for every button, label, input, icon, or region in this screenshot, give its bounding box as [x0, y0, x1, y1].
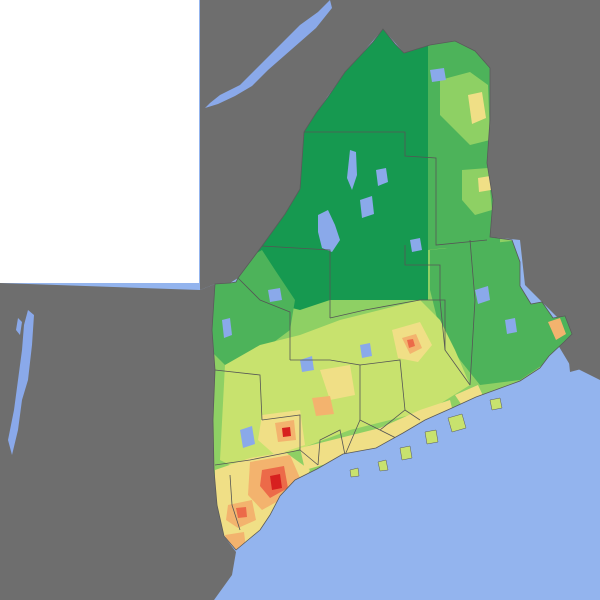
lake-sebago — [240, 426, 255, 448]
coastal-islands — [349, 397, 503, 478]
density-urban-bangor — [407, 339, 415, 348]
hancock-border — [439, 299, 446, 351]
moosehead-lake — [318, 210, 340, 252]
canada-quebec-area — [0, 0, 199, 283]
lake-downeast-2 — [505, 318, 517, 334]
lake-north-4 — [410, 238, 422, 252]
lake-west-small — [16, 318, 22, 335]
knox-border — [379, 409, 421, 431]
kennebec-border — [290, 359, 361, 420]
inland-lakes — [222, 68, 517, 448]
island-6 — [349, 467, 360, 478]
aroostook-border — [300, 131, 488, 246]
vinalhaven — [399, 445, 413, 461]
county-borders — [214, 131, 488, 531]
lake-downeast-1 — [475, 286, 490, 304]
piscataquis-border — [404, 245, 441, 300]
island-5 — [489, 397, 503, 411]
lake-rangeley — [268, 288, 282, 302]
density-urban-portland — [270, 474, 282, 490]
washington-border — [469, 239, 476, 386]
chesuncook-lake — [347, 150, 357, 190]
density-medium-aroostook-1 — [440, 72, 490, 145]
lake-central-1 — [360, 343, 372, 358]
nova-scotia-tip — [568, 340, 600, 372]
lake-north-2 — [360, 196, 374, 218]
mount-desert-island — [447, 413, 467, 433]
lake-champlain — [8, 310, 34, 455]
neighbor-land-north — [200, 0, 600, 380]
lake-north-3 — [430, 68, 446, 82]
density-urban-lewiston — [282, 427, 291, 437]
deer-isle — [424, 429, 439, 445]
androscoggin-border — [261, 414, 301, 450]
oxford-border — [214, 369, 263, 421]
neighbor-land-west — [0, 283, 236, 600]
york-border — [229, 474, 241, 531]
somerset-border — [261, 245, 331, 318]
st-lawrence-river — [205, 0, 332, 108]
density-very-low-north — [230, 29, 428, 310]
density-medium-high-presque-isle — [468, 92, 486, 124]
maine-outline — [211, 28, 573, 551]
lincoln-border — [344, 419, 401, 456]
island-4 — [377, 459, 389, 472]
lake-north-1 — [376, 168, 388, 186]
waldo-border — [359, 359, 406, 411]
density-high-calais — [548, 318, 566, 340]
penobscot-border — [329, 299, 471, 386]
sagadahoc-border — [317, 429, 346, 466]
franklin-border — [237, 277, 291, 360]
density-medium-high-houlton — [478, 176, 491, 192]
cumberland-border — [214, 449, 319, 466]
density-medium-high-waterville — [320, 365, 355, 400]
density-high-augusta — [312, 396, 334, 416]
density-very-high-biddeford — [236, 507, 247, 518]
lake-west-1 — [222, 318, 232, 338]
